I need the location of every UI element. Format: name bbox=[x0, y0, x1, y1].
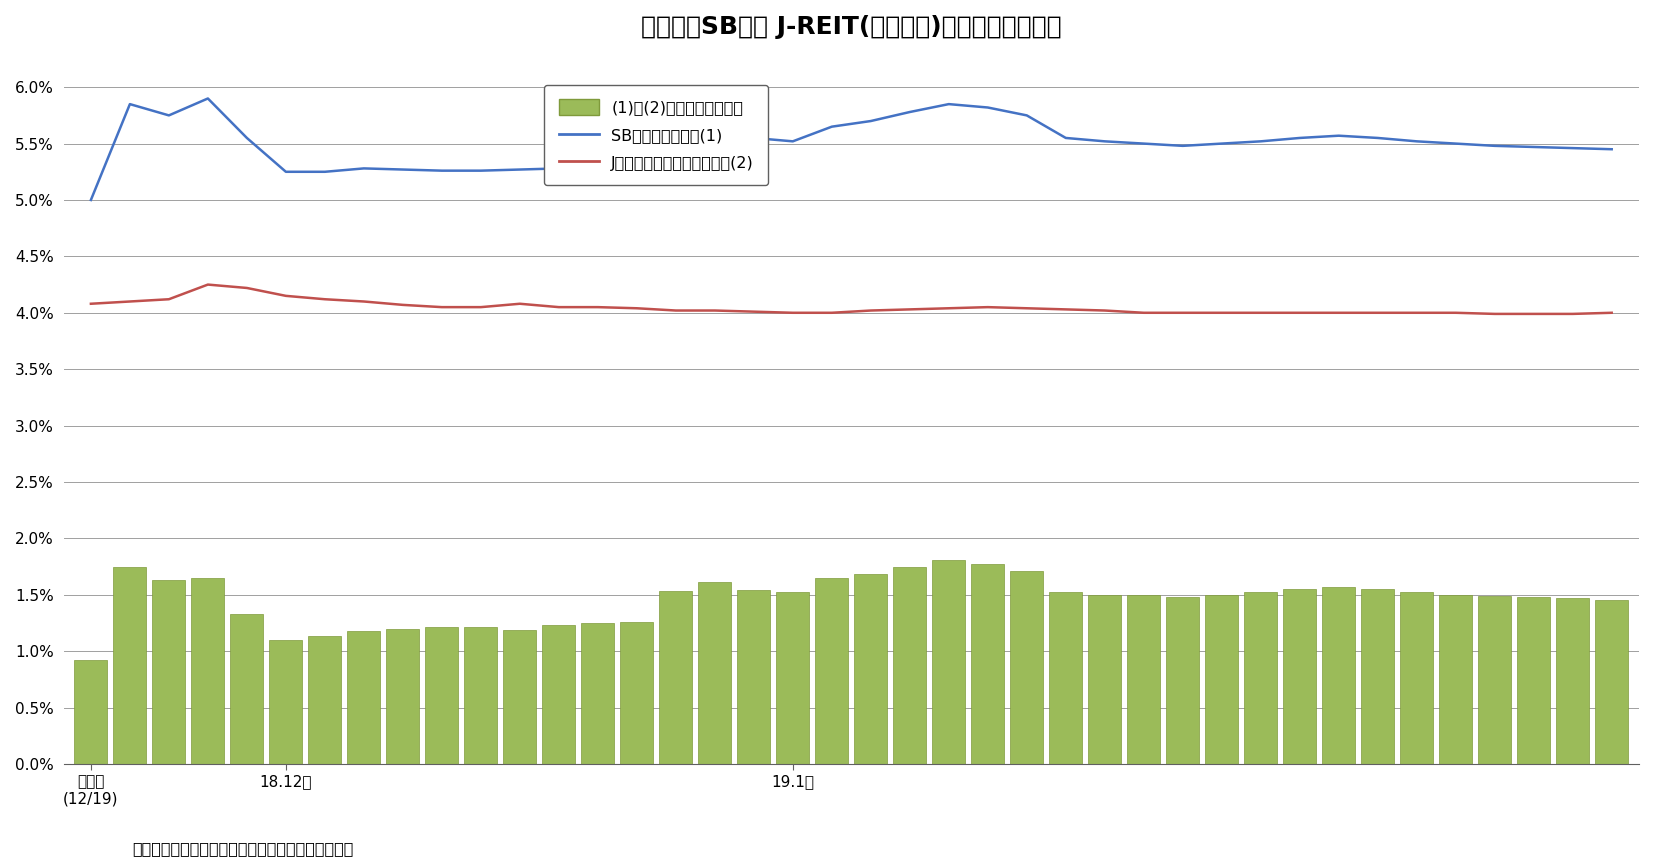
Bar bbox=[698, 582, 731, 764]
Bar bbox=[1206, 595, 1239, 764]
Bar bbox=[1594, 600, 1628, 764]
Bar bbox=[933, 560, 966, 764]
Bar bbox=[853, 574, 887, 764]
Bar bbox=[893, 567, 926, 764]
Bar bbox=[1244, 593, 1277, 764]
Bar bbox=[1322, 586, 1355, 764]
Bar bbox=[387, 629, 420, 764]
Bar bbox=[503, 630, 536, 764]
Bar bbox=[192, 578, 225, 764]
Bar bbox=[1401, 593, 1434, 764]
Bar bbox=[1088, 595, 1121, 764]
Bar bbox=[270, 640, 303, 764]
Bar bbox=[776, 593, 809, 764]
Title: 図表２：SB株と J-REIT(市場全体)の配当利回り推移: 図表２：SB株と J-REIT(市場全体)の配当利回り推移 bbox=[642, 15, 1062, 39]
Bar bbox=[74, 660, 108, 764]
Bar bbox=[347, 631, 380, 764]
Text: （資料）東京証券取引所などのデータをもとに作成: （資料）東京証券取引所などのデータをもとに作成 bbox=[132, 842, 354, 856]
Bar bbox=[308, 637, 341, 764]
Bar bbox=[620, 622, 653, 764]
Legend: (1)－(2)利回りスプレッド, SB株の配当利回り(1), Jリート市場の分配金利回り(2): (1)－(2)利回りスプレッド, SB株の配当利回り(1), Jリート市場の分配… bbox=[544, 85, 769, 185]
Bar bbox=[1556, 598, 1589, 764]
Bar bbox=[1439, 595, 1472, 764]
Bar bbox=[815, 578, 849, 764]
Bar bbox=[1126, 595, 1161, 764]
Bar bbox=[425, 627, 458, 764]
Bar bbox=[1361, 589, 1394, 764]
Bar bbox=[660, 592, 693, 764]
Bar bbox=[738, 590, 771, 764]
Bar bbox=[1284, 589, 1317, 764]
Bar bbox=[543, 625, 576, 764]
Bar bbox=[1049, 593, 1082, 764]
Bar bbox=[971, 564, 1004, 764]
Bar bbox=[1166, 597, 1199, 764]
Bar bbox=[1479, 596, 1512, 764]
Bar bbox=[581, 623, 614, 764]
Bar bbox=[230, 614, 263, 764]
Bar bbox=[465, 627, 498, 764]
Bar bbox=[114, 567, 147, 764]
Bar bbox=[152, 580, 185, 764]
Bar bbox=[1011, 571, 1044, 764]
Bar bbox=[1517, 597, 1550, 764]
